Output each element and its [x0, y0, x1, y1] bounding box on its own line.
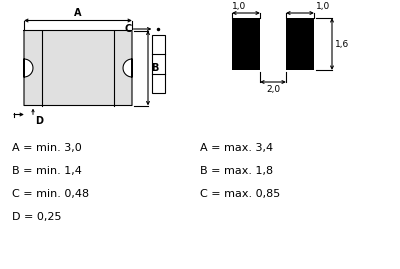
Text: B = min. 1,4: B = min. 1,4	[12, 166, 82, 176]
Bar	[24, 30, 132, 105]
Bar	[286, 18, 314, 70]
Text: A = min. 3,0: A = min. 3,0	[12, 143, 82, 153]
Text: 2,0: 2,0	[266, 85, 280, 94]
Wedge shape	[123, 59, 132, 77]
Text: 1,0: 1,0	[316, 2, 330, 11]
Bar	[152, 35, 164, 93]
Text: D = 0,25: D = 0,25	[12, 212, 62, 222]
Text: B = max. 1,8: B = max. 1,8	[200, 166, 273, 176]
Text: D: D	[35, 115, 43, 126]
Text: B: B	[151, 63, 158, 73]
Text: A = max. 3,4: A = max. 3,4	[200, 143, 273, 153]
Text: C: C	[124, 24, 132, 34]
Text: 1,0: 1,0	[232, 2, 246, 11]
Text: 1,6: 1,6	[335, 40, 349, 48]
Text: C = min. 0,48: C = min. 0,48	[12, 189, 89, 199]
Text: A: A	[74, 8, 82, 17]
Bar	[232, 18, 260, 70]
Text: C = max. 0,85: C = max. 0,85	[200, 189, 280, 199]
Wedge shape	[24, 59, 33, 77]
